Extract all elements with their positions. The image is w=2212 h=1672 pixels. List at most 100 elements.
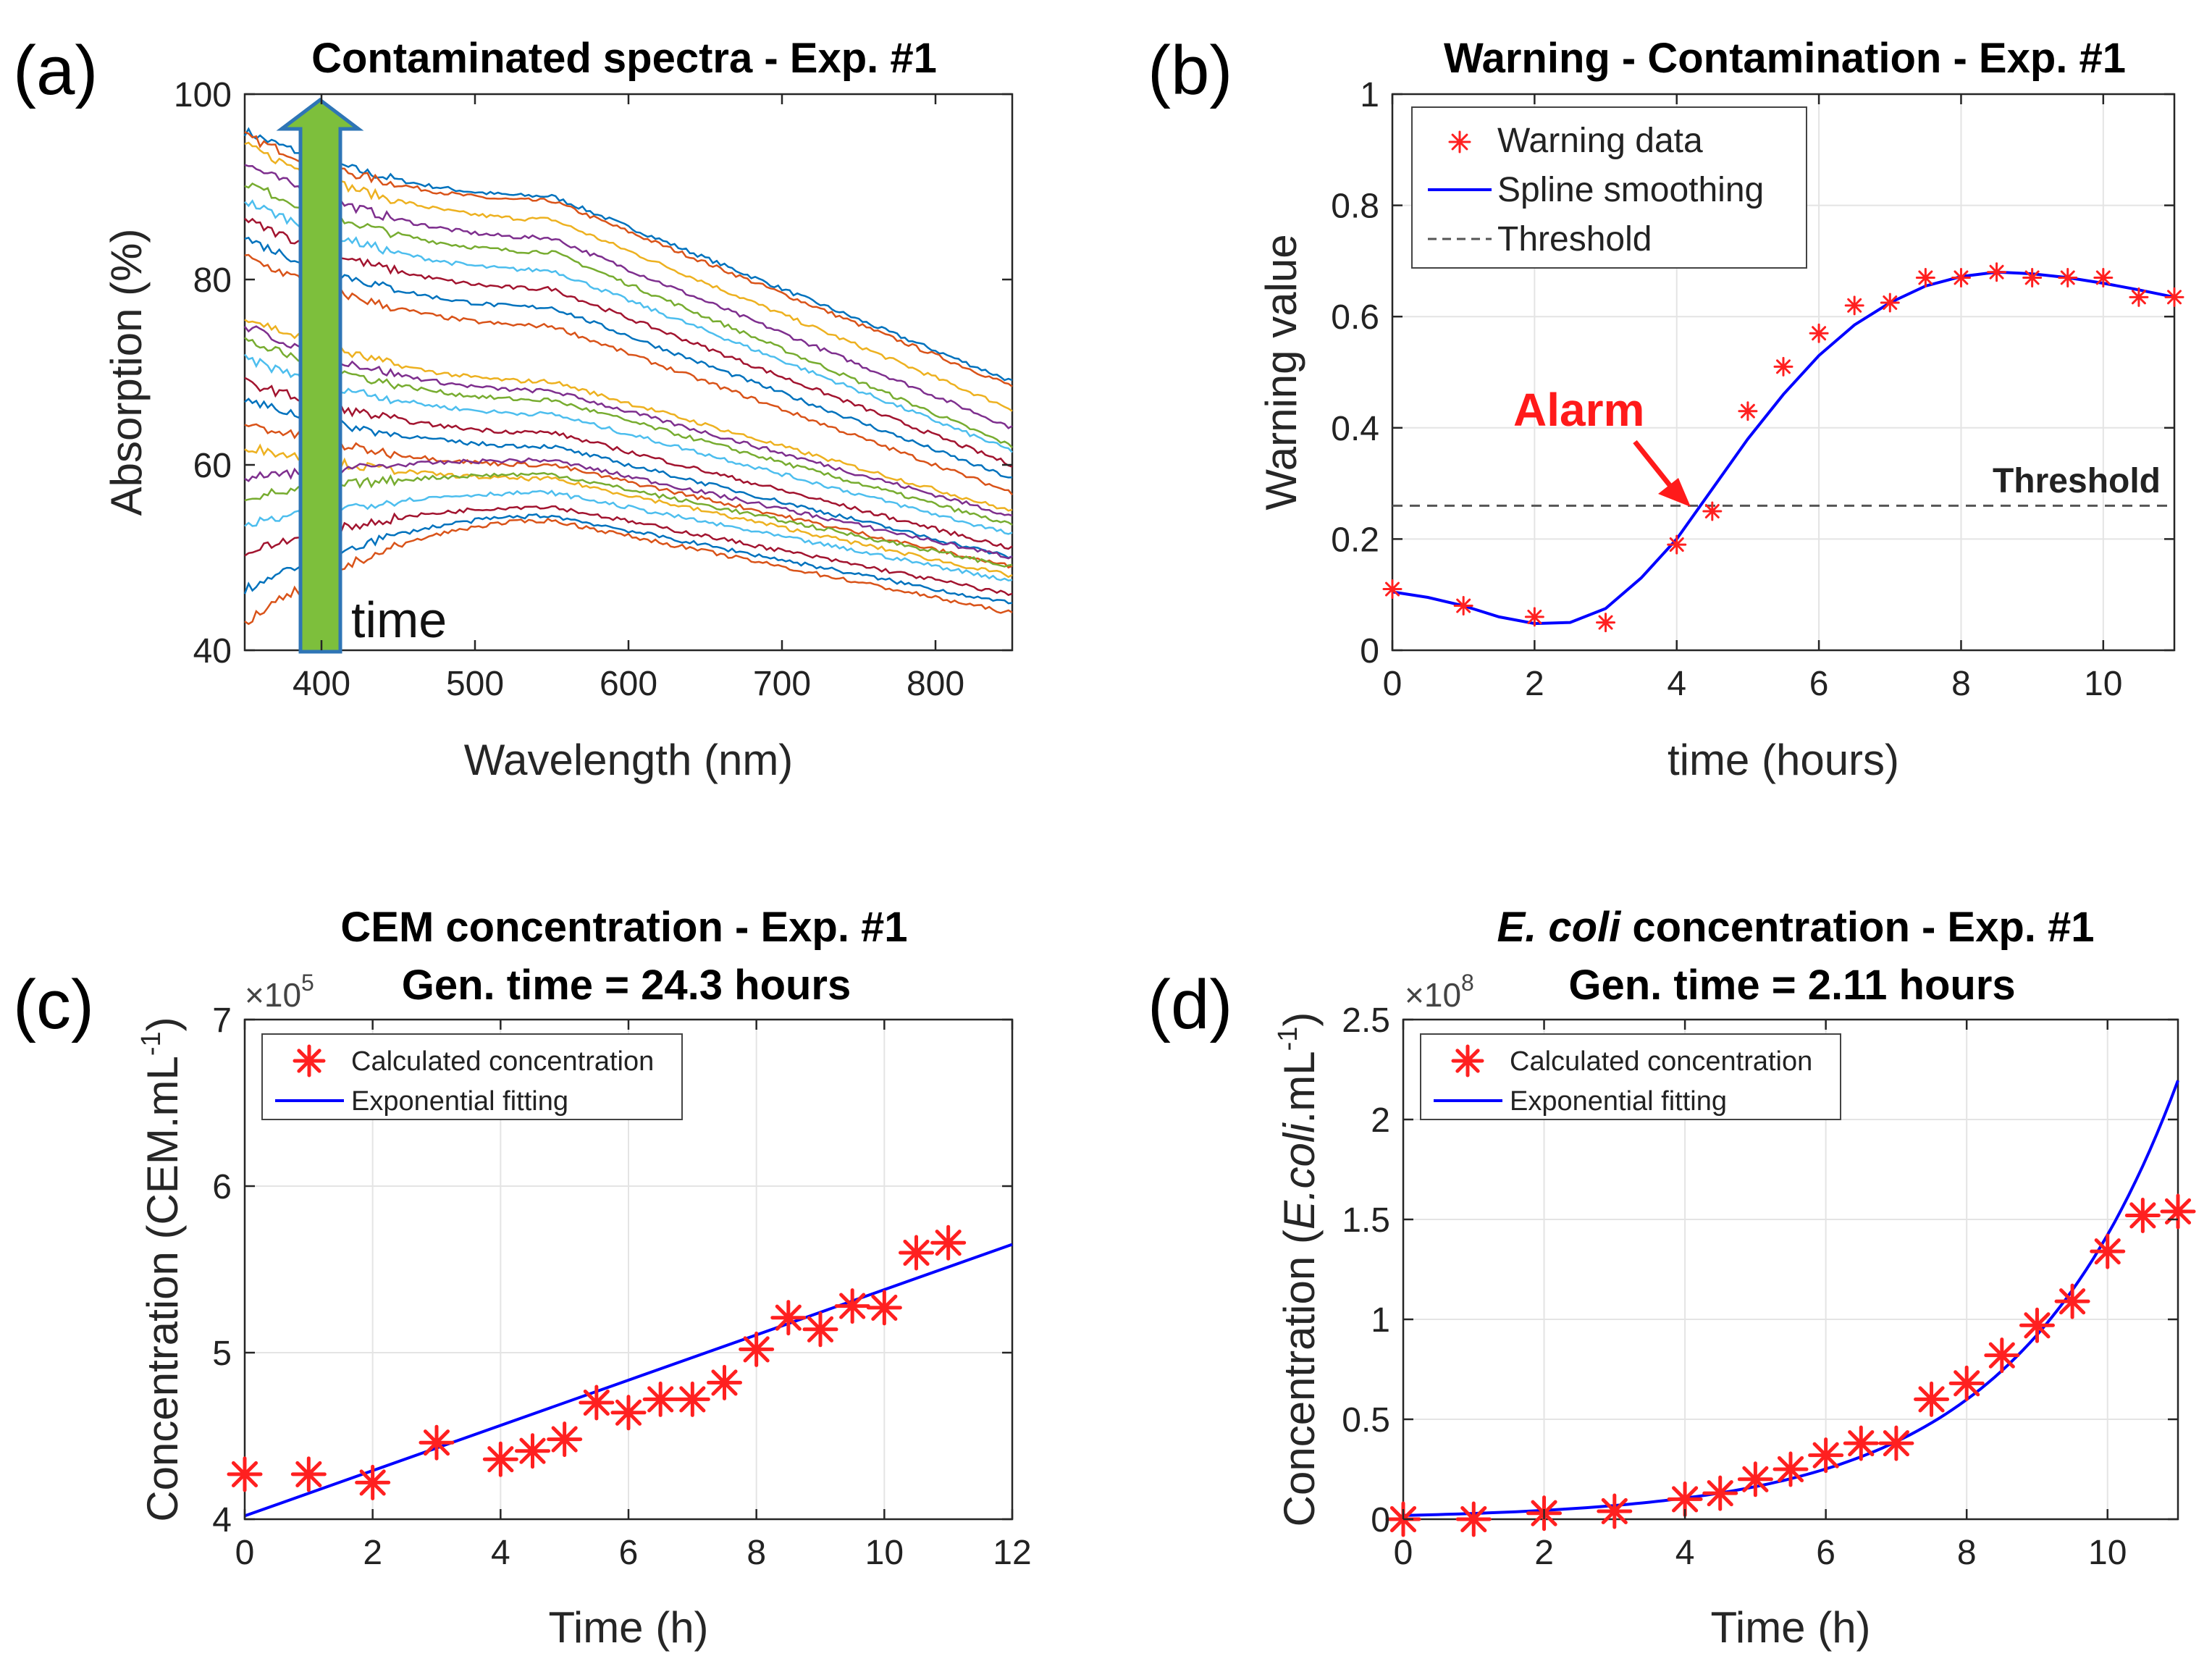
warning-data-point-stroke <box>2024 270 2040 285</box>
x-tick-label: 8 <box>747 1534 766 1572</box>
ecoli-point-stroke <box>1672 1486 1699 1513</box>
panel-b-legend: Warning data Spline smoothing Threshold <box>1411 106 1807 269</box>
panel-b-label: (b) <box>1148 32 1232 109</box>
warning-data-point-stroke <box>1918 270 1933 285</box>
warning-data-point-stroke <box>2095 270 2111 285</box>
panel-d-ylabel: Concentration (E.coli.mL-1) <box>1273 1012 1324 1527</box>
concentration-point <box>866 1290 902 1326</box>
concentration-point-stroke <box>903 1239 930 1266</box>
y-tick-label: 0.6 <box>1331 298 1379 337</box>
concentration-point-stroke <box>871 1294 898 1321</box>
x-tick-label: 10 <box>2084 665 2122 703</box>
y-tick-label: 4 <box>212 1501 232 1539</box>
concentration-point-stroke <box>295 1461 322 1487</box>
legend-c-calculated: Calculated concentration <box>351 1046 654 1077</box>
time-arrow-shape <box>276 97 364 654</box>
panel-d-title-italic: E. coli <box>1497 904 1622 951</box>
legend-c-star <box>293 1044 326 1077</box>
spline-smoothing-line <box>1392 270 2175 626</box>
warning-data-point <box>1702 501 1723 521</box>
ecoli-point-stroke <box>1918 1386 1945 1413</box>
legend-d-marker <box>1451 1044 1484 1077</box>
concentration-point <box>899 1235 934 1271</box>
legend-d-star-stroke <box>1455 1049 1480 1073</box>
panel-d-xlabel: Time (h) <box>1710 1603 1870 1652</box>
ecoli-point <box>2090 1233 2126 1269</box>
legend-c-fitting: Exponential fitting <box>351 1086 568 1117</box>
ecoli-point <box>2124 1197 2161 1233</box>
spectrum-line <box>244 325 1013 517</box>
concentration-point <box>770 1300 807 1336</box>
spectrum-line <box>244 337 1013 526</box>
legend-d-calculated: Calculated concentration <box>1510 1046 1812 1077</box>
ecoli-point-stroke <box>1812 1442 1839 1469</box>
concentration-point <box>515 1433 550 1469</box>
panel-d-title: E. coli concentration - Exp. #1 <box>1497 904 2094 951</box>
panel-b-xlabel: time (hours) <box>1668 736 1899 784</box>
x-tick-label: 10 <box>865 1534 904 1572</box>
concentration-point-stroke <box>615 1399 642 1426</box>
warning-data-point <box>2022 267 2043 287</box>
x-tick-label: 6 <box>1809 665 1829 703</box>
warning-data-point-stroke <box>1740 403 1755 419</box>
warning-data-point-stroke <box>2060 270 2075 285</box>
x-tick-label: 600 <box>600 665 657 703</box>
panel-b-title: Warning - Contamination - Exp. #1 <box>1444 35 2126 82</box>
concentration-point-stroke <box>775 1304 802 1331</box>
spectrum-line <box>244 217 1013 468</box>
panel-c-title: CEM concentration - Exp. #1 <box>340 904 907 951</box>
y-tick-label: 40 <box>193 632 232 671</box>
x-tick-label: 2 <box>1534 1534 1554 1572</box>
warning-data-point <box>1951 267 1971 287</box>
x-tick-label: 500 <box>446 665 504 703</box>
panel-d-ylabel-start: Concentration ( <box>1275 1230 1324 1526</box>
warning-data-point-stroke <box>2131 290 2146 305</box>
warning-data-point <box>1738 401 1758 421</box>
spectrum-line <box>244 236 1013 479</box>
warning-data-point <box>1667 534 1687 555</box>
calculated-concentration-markers <box>227 1224 967 1500</box>
concentration-point-stroke <box>551 1426 578 1453</box>
panel-d-legend-box <box>1420 1033 1841 1120</box>
concentration-point-stroke <box>647 1386 674 1413</box>
y-tick-label: 6 <box>212 1168 232 1206</box>
panel-d-label: (d) <box>1148 966 1232 1043</box>
x-tick-label: 400 <box>293 665 350 703</box>
warning-data-point <box>1524 607 1544 627</box>
ecoli-point-stroke <box>1742 1466 1769 1492</box>
concentration-point-stroke <box>679 1386 706 1413</box>
panel-c-subtitle: Gen. time = 24.3 hours <box>402 962 851 1009</box>
x-tick-label: 800 <box>907 665 964 703</box>
y-tick-label: 2.5 <box>1342 1001 1390 1040</box>
concentration-point <box>642 1381 678 1417</box>
concentration-point <box>707 1364 742 1400</box>
alarm-annotation: Alarm <box>1513 384 1644 436</box>
panel-a-ylabel: Absorption (%) <box>102 229 151 516</box>
panel-d-multiplier-exp: 8 <box>1461 970 1474 996</box>
panel-a-label: (a) <box>13 32 98 109</box>
spectrum-line <box>244 398 1013 559</box>
warning-data-point-stroke <box>1385 581 1400 597</box>
warning-data-point <box>2129 287 2149 307</box>
warning-data-point <box>1773 356 1793 377</box>
x-tick-label: 4 <box>1675 1534 1695 1572</box>
ecoli-point <box>2160 1193 2196 1230</box>
legend-d-fitting: Exponential fitting <box>1510 1086 1727 1117</box>
ecoli-point <box>1914 1381 1950 1417</box>
warning-data-point-stroke <box>1954 270 1969 285</box>
warning-data-point-stroke <box>1812 326 1827 341</box>
time-annotation: time <box>351 592 447 648</box>
concentration-point-stroke <box>839 1293 866 1319</box>
x-tick-label: 4 <box>491 1534 510 1572</box>
warning-data-point-stroke <box>1669 537 1684 553</box>
x-tick-label: 12 <box>993 1534 1031 1572</box>
ecoli-point <box>1772 1451 1809 1487</box>
concentration-point-stroke <box>359 1469 386 1496</box>
panel-c-legend-box <box>261 1033 683 1120</box>
ecoli-concentration-markers <box>1385 1193 2196 1537</box>
panel-d-subtitle: Gen. time = 2.11 hours <box>1568 962 2015 1009</box>
concentration-point-stroke <box>487 1446 514 1473</box>
ecoli-point-stroke <box>1988 1342 2015 1369</box>
ecoli-point-stroke <box>1777 1455 1804 1483</box>
warning-data-point <box>1844 295 1864 316</box>
